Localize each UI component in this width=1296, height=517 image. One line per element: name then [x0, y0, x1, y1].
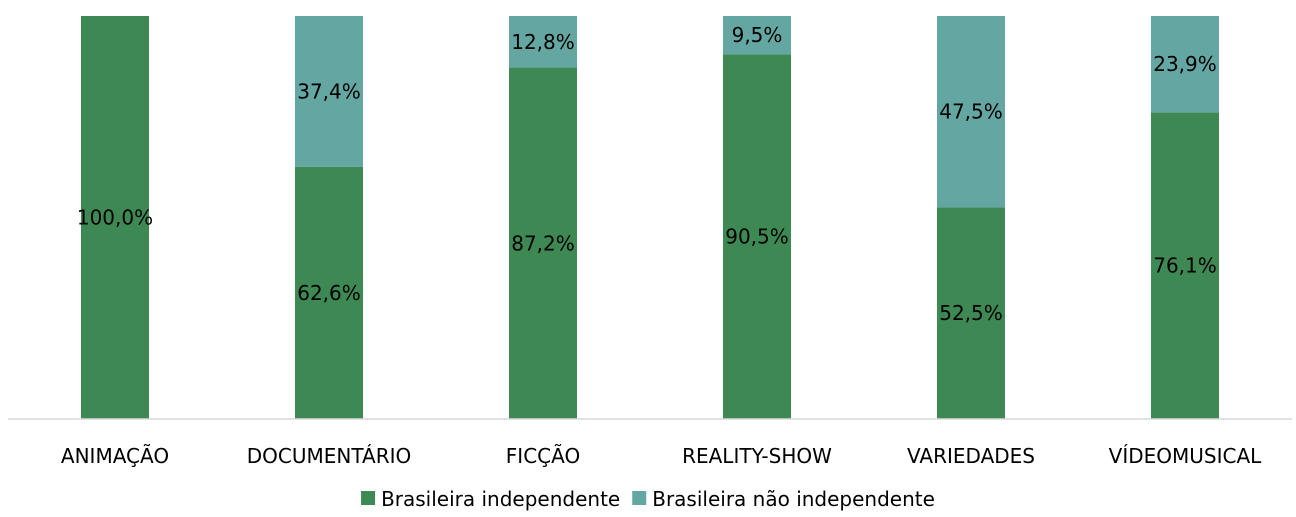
data-label-documentario-series-2: 37,4%	[297, 79, 361, 103]
bar-documentario-series-1	[295, 166, 363, 419]
x-axis-labels: ANIMAÇÃO DOCUMENTÁRIO FICÇÃO REALITY-SHOW VA…	[61, 444, 1262, 468]
x-tick-label-documentario: DOCUMENTÁRIO	[247, 444, 411, 468]
legend-swatch-series-2	[632, 491, 647, 505]
x-tick-label-variedades: VARIEDADES	[907, 444, 1035, 468]
x-tick-label-ficcao: FICÇÃO	[506, 444, 580, 468]
bar-reality-show-series-1	[723, 54, 791, 419]
bar-videomusical-series-2	[1151, 16, 1219, 113]
bar-variedades-series-1	[937, 207, 1005, 419]
x-tick-label-animacao: ANIMAÇÃO	[61, 444, 169, 468]
data-label-ficcao-series-1: 87,2%	[511, 231, 575, 255]
data-label-variedades-series-2: 47,5%	[939, 100, 1003, 124]
data-label-documentario-series-1: 62,6%	[297, 281, 361, 305]
bar-documentario-series-2	[295, 16, 363, 167]
bar-variedades-series-2	[937, 16, 1005, 208]
legend-item-series-2: Brasileira não independente	[632, 487, 935, 511]
legend-swatch-series-1	[361, 491, 376, 505]
data-label-ficcao-series-2: 12,8%	[511, 30, 575, 54]
bar-ficcao-series-2	[509, 16, 577, 68]
bar-animacao-series-1	[81, 16, 149, 419]
x-tick-label-reality-show: REALITY-SHOW	[682, 444, 832, 468]
x-tick-label-videomusical: VÍDEOMUSICAL	[1109, 444, 1262, 468]
bar-reality-show-series-2	[723, 16, 791, 55]
bar-ficcao-series-1	[509, 67, 577, 420]
data-label-reality-show-series-2: 9,5%	[732, 23, 783, 47]
data-label-animacao-series-1: 100,0%	[77, 206, 153, 230]
legend-label-series-2: Brasileira não independente	[652, 487, 935, 511]
legend-item-series-1: Brasileira independente	[361, 487, 620, 511]
legend-label-series-1: Brasileira independente	[381, 487, 620, 511]
bar-videomusical-series-1	[1151, 112, 1219, 419]
data-label-videomusical-series-1: 76,1%	[1153, 254, 1217, 278]
bars-group	[81, 16, 1219, 420]
data-labels: 100,0% 62,6% 37,4% 87,2% 12,8% 90,5% 9,5% 52,5%…	[77, 23, 1217, 325]
data-label-reality-show-series-1: 90,5%	[725, 225, 789, 249]
data-label-variedades-series-1: 52,5%	[939, 301, 1003, 325]
legend: Brasileira independente Brasileira não in…	[361, 487, 935, 511]
data-label-videomusical-series-2: 23,9%	[1153, 52, 1217, 76]
